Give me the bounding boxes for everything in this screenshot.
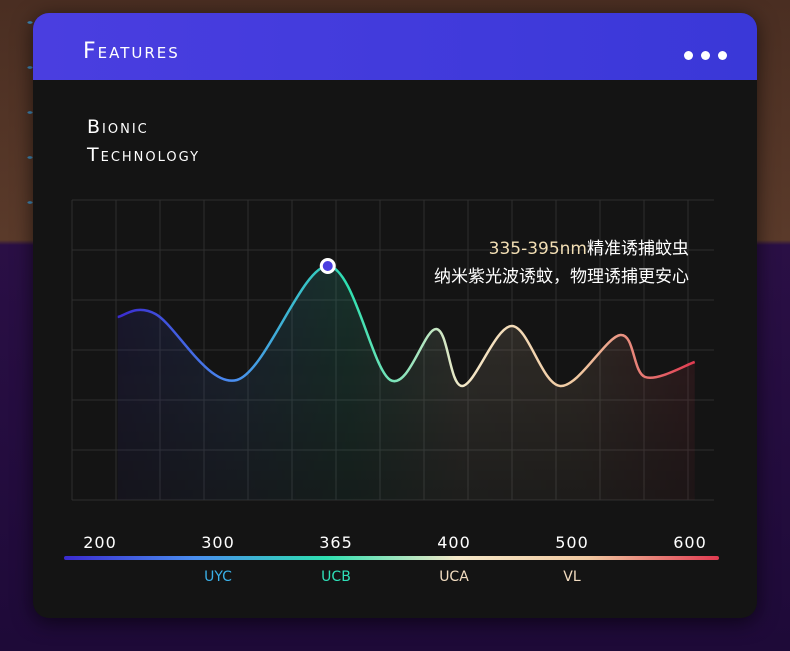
chart-annotation: 335-395nm精准诱捕蚊虫 纳米紫光波诱蚊，物理诱捕更安心 <box>434 235 689 291</box>
x-tick-label: 300 <box>201 533 235 552</box>
x-tick-label: 600 <box>673 533 707 552</box>
spectrum-axis-bar <box>64 556 719 560</box>
card-title: Features <box>83 39 180 64</box>
annotation-line2: 纳米紫光波诱蚊，物理诱捕更安心 <box>434 267 689 287</box>
annotation-range: 335-395nm <box>488 239 587 259</box>
band-label: UCB <box>321 569 351 585</box>
subtitle: Bionic Technology <box>87 113 200 169</box>
band-label: VL <box>563 569 581 585</box>
x-tick-label: 500 <box>555 533 589 552</box>
spectrum-chart: 200 300 365 400 500 600 UYC UCB UCA VL <box>64 199 719 585</box>
annotation-line1: 精准诱捕蚊虫 <box>587 239 689 259</box>
more-horizontal-icon[interactable] <box>684 51 727 60</box>
subtitle-line-1: Bionic <box>87 116 149 138</box>
x-tick-label: 365 <box>319 533 353 552</box>
band-label: UYC <box>204 569 232 585</box>
band-label: UCA <box>439 569 469 585</box>
features-card: Features Bionic Technology 200 300 365 400 5… <box>33 13 757 618</box>
subtitle-line-2: Technology <box>87 144 201 166</box>
spectrum-curve <box>117 264 696 388</box>
x-tick-label: 200 <box>83 533 117 552</box>
x-tick-label: 400 <box>437 533 471 552</box>
curve-area-fill <box>117 266 695 500</box>
peak-marker <box>322 261 333 271</box>
card-header: Features <box>33 13 757 80</box>
